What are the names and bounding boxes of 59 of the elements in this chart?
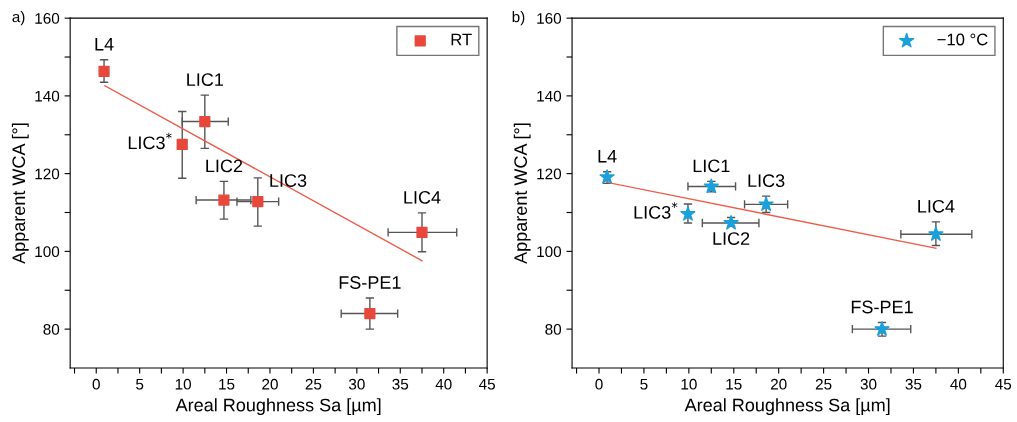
annotation: LIC1 bbox=[187, 73, 224, 86]
x-tick-label: 15 bbox=[726, 378, 742, 390]
y-tick-label: 100 bbox=[537, 246, 562, 258]
x-tick-label: 5 bbox=[640, 378, 648, 390]
point bbox=[199, 115, 211, 128]
point bbox=[928, 226, 944, 241]
point bbox=[176, 138, 188, 151]
legend-label: RT bbox=[451, 33, 472, 46]
x-tick-label: 0 bbox=[595, 378, 603, 390]
y-tick-label: 80 bbox=[545, 323, 562, 335]
point bbox=[252, 196, 264, 208]
y-tick-label: 120 bbox=[35, 168, 60, 180]
x-tick-label: 30 bbox=[860, 378, 877, 390]
text: b) bbox=[512, 11, 525, 26]
x-tick-label: 25 bbox=[815, 378, 832, 390]
y-tick-label: 140 bbox=[537, 90, 562, 102]
x-tick-label: 5 bbox=[136, 378, 144, 390]
point bbox=[98, 65, 110, 78]
x-tick-label: 0 bbox=[92, 378, 100, 390]
annotation: LIC2 bbox=[206, 159, 243, 173]
point bbox=[364, 307, 376, 320]
legend-label: −10 °C bbox=[937, 33, 988, 46]
annotation: LIC4 bbox=[404, 190, 441, 204]
x-axis-title: Areal Roughness Sa [µm] bbox=[684, 398, 890, 416]
annotation: LIC4 bbox=[918, 199, 955, 213]
annotation: LIC3$^{*}$ bbox=[634, 202, 678, 219]
text: a) bbox=[12, 11, 25, 26]
x-tick-label: 35 bbox=[905, 378, 922, 390]
y-tick-label: 120 bbox=[537, 168, 562, 180]
x-tick-label: 10 bbox=[681, 378, 697, 390]
point bbox=[416, 226, 428, 238]
annotation: LIC3$^{*}$ bbox=[128, 132, 172, 150]
x-tick-label: 40 bbox=[435, 378, 452, 390]
y-tick-label: 140 bbox=[35, 90, 60, 102]
x-tick-label: 30 bbox=[348, 378, 365, 390]
x-tick-label: 45 bbox=[995, 378, 1012, 390]
y-axis-title: Apparent WCA [°] bbox=[11, 123, 29, 264]
y-tick-label: 80 bbox=[43, 323, 60, 335]
annotation: L4 bbox=[598, 149, 617, 163]
x-tick-label: 15 bbox=[219, 378, 235, 390]
point bbox=[218, 194, 230, 206]
x-tick-label: 25 bbox=[305, 378, 322, 390]
annotation: LIC2 bbox=[713, 232, 750, 245]
x-axis-title: Areal Roughness Sa [µm] bbox=[175, 398, 381, 416]
annotation: LIC3 bbox=[748, 174, 785, 188]
y-tick-label: 160 bbox=[35, 13, 60, 24]
annotation: LIC1 bbox=[693, 159, 730, 173]
x-tick-label: 10 bbox=[175, 378, 191, 390]
x-tick-label: 20 bbox=[262, 378, 278, 390]
annotation: L4 bbox=[95, 38, 114, 51]
x-tick-label: 35 bbox=[392, 378, 409, 390]
y-axis-title: Apparent WCA [°] bbox=[513, 123, 531, 264]
x-tick-label: 45 bbox=[479, 378, 495, 390]
x-tick-label: 20 bbox=[770, 378, 787, 390]
annotation: FS-PE1 bbox=[339, 276, 401, 289]
y-tick-label: 160 bbox=[537, 13, 562, 24]
y-tick-label: 100 bbox=[35, 246, 60, 258]
x-tick-label: 40 bbox=[950, 378, 967, 390]
annotation: FS-PE1 bbox=[851, 300, 913, 314]
